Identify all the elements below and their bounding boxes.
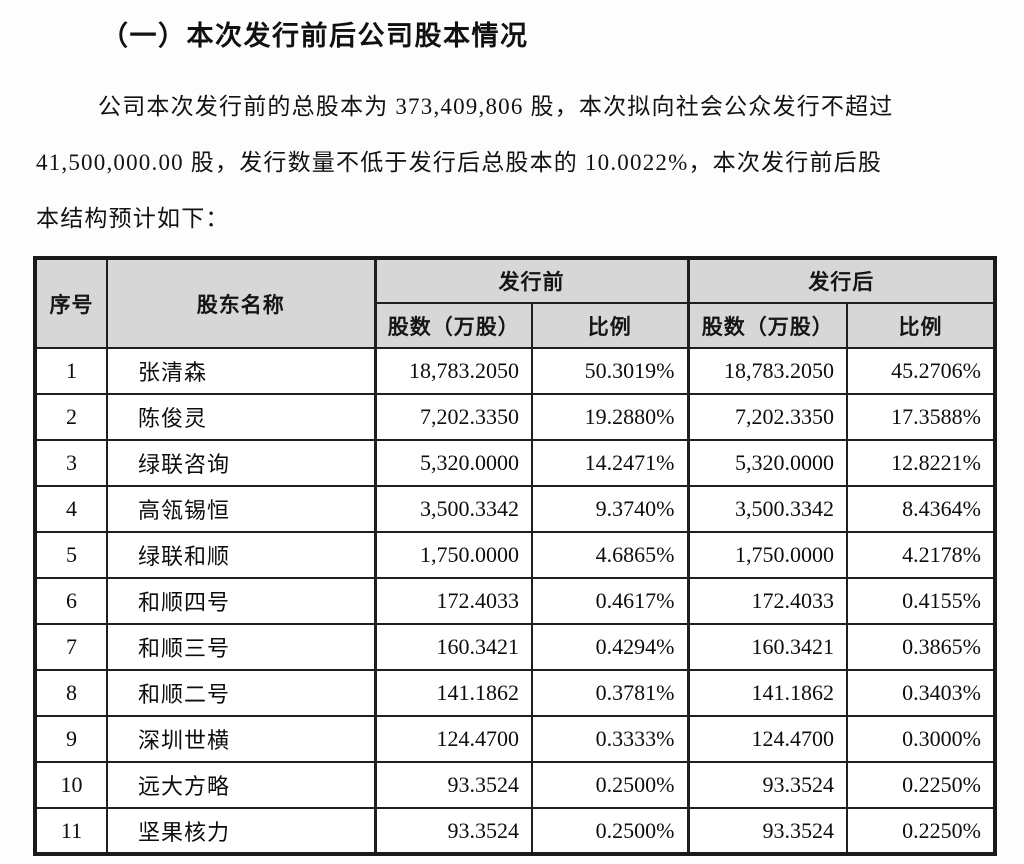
header-shareholder: 股东名称	[106, 257, 376, 349]
cell-pre-ratio: 0.3781%	[531, 669, 689, 717]
cell-pre-ratio: 0.2500%	[531, 807, 689, 855]
cell-pre-shares: 7,202.3350	[373, 393, 533, 441]
cell-pre-ratio: 0.4617%	[531, 577, 689, 625]
cell-shareholder: 和顺二号	[106, 669, 376, 717]
table-header: 序号 股东名称 发行前 发行后 股数（万股） 比例 股数（万股） 比例	[34, 257, 996, 349]
cell-shareholder: 绿联咨询	[106, 439, 376, 487]
cell-pre-ratio: 14.2471%	[531, 439, 689, 487]
table-row: 5 绿联和顺 1,750.0000 4.6865% 1,750.0000 4.2…	[34, 531, 996, 579]
table-row: 7 和顺三号 160.3421 0.4294% 160.3421 0.3865%	[34, 623, 996, 671]
cell-shareholder: 和顺四号	[106, 577, 376, 625]
paragraph-line: 公司本次发行前的总股本为 373,409,806 股，本次拟向社会公众发行不超过	[98, 94, 894, 119]
cell-post-shares: 7,202.3350	[686, 393, 848, 441]
cell-pre-shares: 124.4700	[373, 715, 533, 763]
cell-post-shares: 160.3421	[686, 623, 848, 671]
table-row: 4 高瓴锡恒 3,500.3342 9.3740% 3,500.3342 8.4…	[34, 485, 996, 533]
cell-shareholder: 张清森	[106, 347, 376, 395]
table-row: 3 绿联咨询 5,320.0000 14.2471% 5,320.0000 12…	[34, 439, 996, 487]
cell-post-shares: 3,500.3342	[686, 485, 848, 533]
cell-post-ratio: 0.2250%	[846, 761, 996, 809]
cell-index: 9	[34, 715, 108, 763]
header-group-post-issue: 发行后	[686, 257, 996, 304]
paragraph-line: 本结构预计如下：	[36, 206, 230, 231]
cell-post-shares: 93.3524	[686, 761, 848, 809]
header-group-pre-issue: 发行前	[373, 257, 689, 304]
cell-pre-shares: 172.4033	[373, 577, 533, 625]
header-post-ratio: 比例	[846, 302, 996, 349]
cell-post-ratio: 0.4155%	[846, 577, 996, 625]
cell-post-ratio: 0.3403%	[846, 669, 996, 717]
cell-pre-shares: 3,500.3342	[373, 485, 533, 533]
cell-post-shares: 18,783.2050	[686, 347, 848, 395]
cell-shareholder: 坚果核力	[106, 807, 376, 855]
cell-post-shares: 172.4033	[686, 577, 848, 625]
cell-pre-shares: 141.1862	[373, 669, 533, 717]
paragraph-line: 41,500,000.00 股，发行数量不低于发行后总股本的 10.0022%，…	[36, 150, 883, 175]
cell-post-shares: 1,750.0000	[686, 531, 848, 579]
cell-index: 10	[34, 761, 108, 809]
table-row: 1 张清森 18,783.2050 50.3019% 18,783.2050 4…	[34, 347, 996, 395]
cell-post-shares: 5,320.0000	[686, 439, 848, 487]
header-row-subcolumns: 股数（万股） 比例 股数（万股） 比例	[35, 302, 996, 349]
cell-pre-shares: 160.3421	[373, 623, 533, 671]
cell-post-ratio: 0.2250%	[846, 807, 996, 855]
header-pre-ratio: 比例	[531, 302, 689, 349]
table-row: 2 陈俊灵 7,202.3350 19.2880% 7,202.3350 17.…	[34, 393, 996, 441]
header-post-shares: 股数（万股）	[686, 302, 848, 349]
cell-index: 7	[34, 623, 108, 671]
cell-pre-ratio: 4.6865%	[531, 531, 689, 579]
table-row: 9 深圳世横 124.4700 0.3333% 124.4700 0.3000%	[34, 715, 996, 763]
cell-shareholder: 和顺三号	[106, 623, 376, 671]
cell-post-ratio: 0.3000%	[846, 715, 996, 763]
cell-index: 8	[34, 669, 108, 717]
intro-paragraph: 公司本次发行前的总股本为 373,409,806 股，本次拟向社会公众发行不超过…	[36, 79, 990, 247]
cell-post-ratio: 17.3588%	[846, 393, 996, 441]
cell-index: 1	[34, 347, 108, 395]
table-row: 8 和顺二号 141.1862 0.3781% 141.1862 0.3403%	[34, 669, 996, 717]
cell-shareholder: 深圳世横	[106, 715, 376, 763]
cell-pre-shares: 5,320.0000	[373, 439, 533, 487]
table-row: 10 远大方略 93.3524 0.2500% 93.3524 0.2250%	[34, 761, 996, 809]
cell-index: 2	[34, 393, 108, 441]
cell-shareholder: 陈俊灵	[106, 393, 376, 441]
cell-post-shares: 93.3524	[686, 807, 848, 855]
table-row: 6 和顺四号 172.4033 0.4617% 172.4033 0.4155%	[34, 577, 996, 625]
cell-pre-ratio: 19.2880%	[531, 393, 689, 441]
cell-post-ratio: 0.3865%	[846, 623, 996, 671]
cell-index: 5	[34, 531, 108, 579]
cell-index: 4	[34, 485, 108, 533]
cell-index: 3	[34, 439, 108, 487]
cell-shareholder: 绿联和顺	[106, 531, 376, 579]
cell-post-ratio: 8.4364%	[846, 485, 996, 533]
cell-pre-ratio: 0.4294%	[531, 623, 689, 671]
cell-post-ratio: 12.8221%	[846, 439, 996, 487]
header-pre-shares: 股数（万股）	[373, 302, 533, 349]
table-row: 11 坚果核力 93.3524 0.2500% 93.3524 0.2250%	[34, 807, 996, 855]
cell-pre-shares: 93.3524	[373, 807, 533, 855]
cell-post-ratio: 45.2706%	[846, 347, 996, 395]
cell-post-shares: 124.4700	[686, 715, 848, 763]
cell-index: 11	[34, 807, 108, 855]
cell-shareholder: 高瓴锡恒	[106, 485, 376, 533]
section-title: （一）本次发行前后公司股本情况	[101, 21, 529, 51]
header-index: 序号	[34, 257, 108, 349]
cell-pre-shares: 93.3524	[373, 761, 533, 809]
cell-post-shares: 141.1862	[686, 669, 848, 717]
cell-pre-ratio: 0.2500%	[531, 761, 689, 809]
cell-pre-shares: 1,750.0000	[373, 531, 533, 579]
share-structure-table: 序号 股东名称 发行前 发行后 股数（万股） 比例 股数（万股） 比例 1 张清…	[33, 256, 997, 856]
table-body: 1 张清森 18,783.2050 50.3019% 18,783.2050 4…	[34, 347, 996, 855]
header-row-groups: 序号 股东名称 发行前 发行后	[34, 257, 996, 349]
cell-pre-ratio: 0.3333%	[531, 715, 689, 763]
cell-pre-shares: 18,783.2050	[373, 347, 533, 395]
cell-pre-ratio: 9.3740%	[531, 485, 689, 533]
cell-pre-ratio: 50.3019%	[531, 347, 689, 395]
cell-post-ratio: 4.2178%	[846, 531, 996, 579]
document-page: （一）本次发行前后公司股本情况 公司本次发行前的总股本为 373,409,806…	[0, 14, 1024, 864]
cell-index: 6	[34, 577, 108, 625]
cell-shareholder: 远大方略	[106, 761, 376, 809]
